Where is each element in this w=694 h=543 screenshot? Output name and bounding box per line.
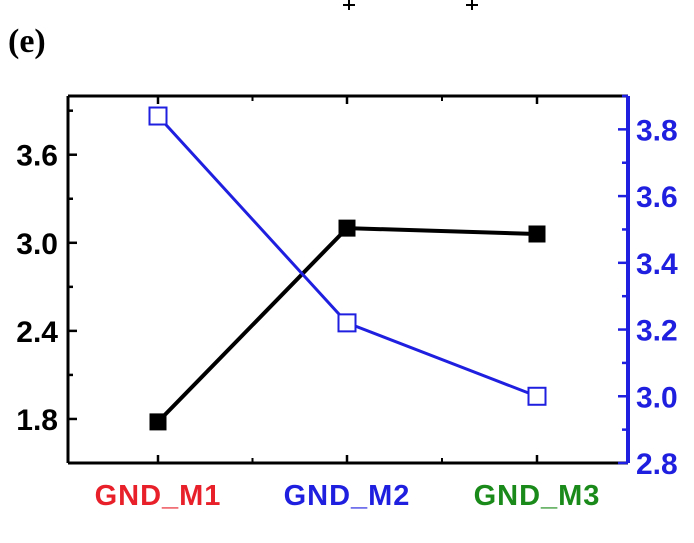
right-tick-label: 3.6 — [636, 181, 678, 214]
category-label: GND_M1 — [95, 480, 222, 512]
series-marker-right — [527, 386, 547, 406]
series-marker-left — [338, 219, 356, 237]
right-tick-label: 3.0 — [636, 381, 678, 414]
left-tick-label: 3.0 — [16, 228, 58, 261]
panel-label: (e) — [8, 23, 46, 60]
series-marker-left — [149, 413, 167, 431]
category-label: GND_M3 — [474, 480, 601, 512]
plot-layer: 1.8 2.4 3.0 3.6 2.8 3.0 3.2 3.4 3.6 3.8 GND_M1 GND_… — [16, 94, 678, 512]
right-tick-label: 3.4 — [636, 248, 678, 281]
series-marker-right — [337, 313, 357, 333]
series-marker-left — [528, 225, 546, 243]
series-marker-right — [148, 106, 168, 126]
right-tick-label: 3.2 — [636, 315, 678, 348]
left-tick-label: 2.4 — [16, 316, 58, 349]
cropped-marks — [343, 0, 478, 10]
category-label: GND_M2 — [284, 480, 411, 512]
right-tick-label: 2.8 — [636, 448, 678, 481]
series-line-right — [156, 115, 538, 398]
left-tick-label: 1.8 — [16, 404, 58, 437]
right-tick-label: 3.8 — [636, 114, 678, 147]
left-tick-label: 3.6 — [16, 140, 58, 173]
